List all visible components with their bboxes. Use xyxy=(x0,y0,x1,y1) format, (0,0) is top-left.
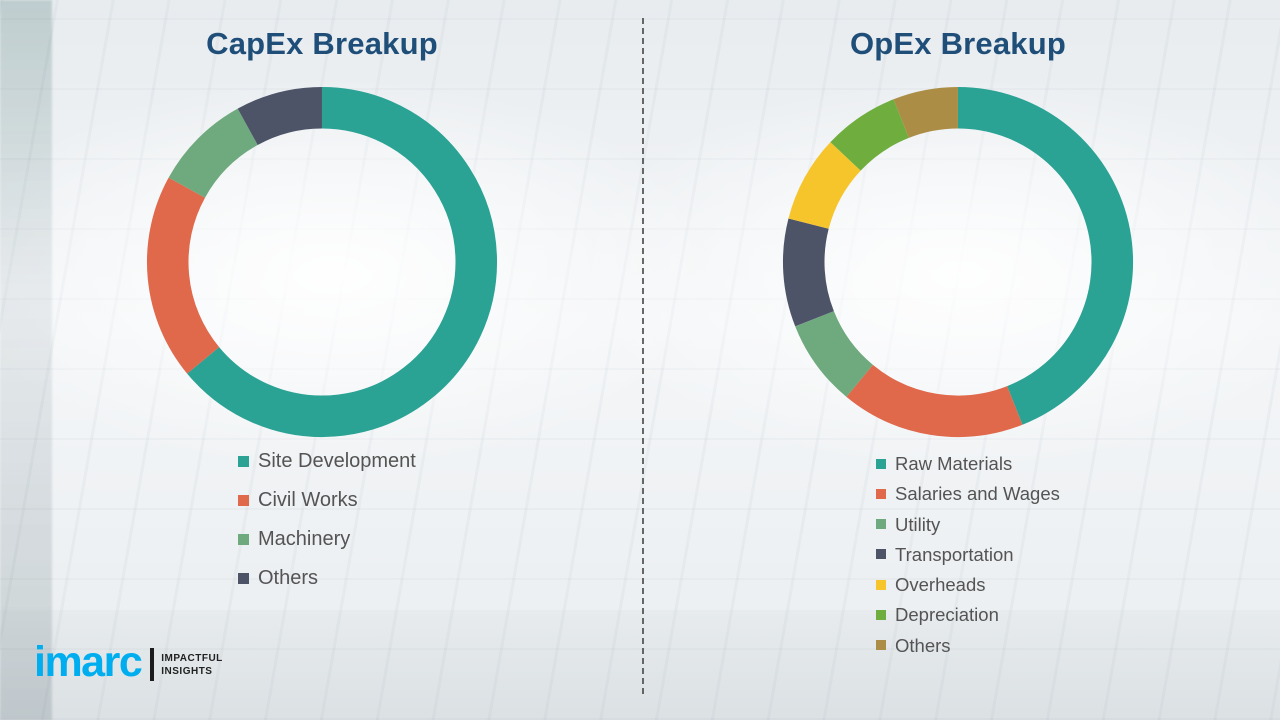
legend-marker xyxy=(876,458,886,469)
legend-label: Others xyxy=(258,567,319,589)
legend-label: Depreciation xyxy=(895,604,999,626)
legend-item-salaries-and-wages: Salaries and Wages xyxy=(876,483,1060,504)
background-machinery-left xyxy=(0,0,52,720)
donut-segment-others xyxy=(237,86,323,146)
legend-marker xyxy=(876,549,886,560)
legend-label: Others xyxy=(895,634,951,656)
legend-label: Salaries and Wages xyxy=(895,483,1060,505)
donut-segment-depreciation xyxy=(830,99,910,172)
background-floor xyxy=(0,610,1280,720)
legend-marker xyxy=(238,534,249,545)
tagline-line2: INSIGHTS xyxy=(161,665,213,677)
opex-donut-chart xyxy=(782,86,1134,437)
donut-segment-others xyxy=(893,86,959,139)
legend-marker xyxy=(876,579,886,590)
divider-dashed-line xyxy=(642,18,644,694)
legend-marker xyxy=(876,488,886,499)
donut-segment-machinery xyxy=(168,108,259,199)
donut-segment-overheads xyxy=(788,142,862,230)
legend-label: Machinery xyxy=(258,528,351,550)
imarc-logo-tagline: IMPACTFUL INSIGHTS xyxy=(161,652,223,678)
legend-marker xyxy=(238,495,249,506)
donut-segment-civil-works xyxy=(147,177,220,374)
legend-label: Transportation xyxy=(895,543,1014,565)
legend-item-civil-works: Civil Works xyxy=(238,489,416,512)
legend-item-machinery: Machinery xyxy=(238,528,416,551)
legend-item-others-opex: Others xyxy=(876,635,1060,656)
imarc-logo-text: imarc xyxy=(34,638,143,686)
legend-label: Raw Materials xyxy=(895,453,1013,474)
donut-segment-site-development xyxy=(187,86,497,438)
opex-title: OpEx Breakup xyxy=(849,26,1067,61)
donut-segment-raw-materials xyxy=(957,86,1134,425)
tagline-line1: IMPACTFUL xyxy=(161,652,223,664)
legend-label: Site Development xyxy=(258,450,416,472)
legend-item-overheads: Overheads xyxy=(876,574,1060,595)
capex-legend: Site Development Civil Works Machinery O… xyxy=(238,450,416,590)
legend-label: Civil Works xyxy=(258,489,358,511)
imarc-logo-divider xyxy=(150,648,155,681)
capex-title: CapEx Breakup xyxy=(206,26,438,61)
donut-segment-transportation xyxy=(782,218,835,327)
imarc-logo: imarc IMPACTFUL INSIGHTS xyxy=(34,641,223,684)
legend-item-utility: Utility xyxy=(876,514,1060,535)
legend-label: Overheads xyxy=(895,574,986,596)
legend-item-depreciation: Depreciation xyxy=(876,604,1060,625)
legend-item-site-development: Site Development xyxy=(238,450,416,473)
legend-item-others-capex: Others xyxy=(238,567,416,590)
capex-donut-chart xyxy=(147,86,497,438)
legend-item-transportation: Transportation xyxy=(876,544,1060,565)
legend-item-raw-materials: Raw Materials xyxy=(876,453,1060,474)
legend-marker xyxy=(238,573,249,584)
legend-label: Utility xyxy=(895,513,941,535)
legend-marker xyxy=(876,640,886,651)
legend-marker xyxy=(876,519,886,530)
legend-marker xyxy=(876,609,886,620)
donut-segment-utility xyxy=(795,310,874,397)
opex-legend: Raw Materials Salaries and Wages Utility… xyxy=(876,453,1060,656)
donut-segment-salaries-and-wages xyxy=(846,364,1023,437)
legend-marker xyxy=(238,456,249,467)
